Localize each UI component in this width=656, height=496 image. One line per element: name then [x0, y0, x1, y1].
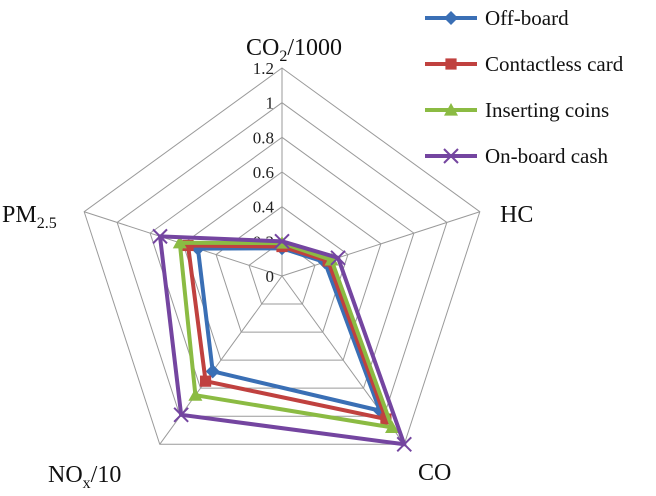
data-point: [188, 388, 203, 401]
legend-item: Off-board: [425, 6, 569, 30]
radial-tick-labels: 00.20.40.60.811.2: [253, 59, 275, 286]
legend-item: Contactless card: [425, 52, 624, 76]
tick-label: 0.6: [253, 163, 274, 182]
legend-item: Inserting coins: [425, 98, 609, 122]
data-point: [396, 436, 412, 452]
data-point: [199, 375, 212, 387]
data-point: [152, 228, 168, 245]
series-line: [177, 240, 395, 430]
axis-label-main: NO: [48, 462, 83, 488]
data-point: [380, 413, 392, 425]
legend-label: Off-board: [485, 6, 569, 30]
legend-label: Inserting coins: [485, 98, 609, 122]
axis-label: NOx/10: [48, 462, 121, 492]
axis-label-main: HC: [500, 202, 533, 228]
series-line: [186, 243, 388, 422]
axis-label: HC: [500, 202, 533, 228]
axis-label-main: PM: [2, 202, 37, 228]
data-point: [444, 103, 458, 116]
data-point: [274, 233, 290, 250]
grid-ring: [248, 240, 316, 305]
grid-spoke: [281, 211, 480, 277]
legend-label: On-board cash: [485, 144, 609, 168]
data-point: [324, 252, 339, 266]
tick-label: 0.8: [253, 128, 274, 147]
data-point: [445, 58, 457, 70]
axis-label-subscript: x: [83, 475, 91, 492]
data-point: [444, 11, 458, 25]
axis-label-subscript: 2.5: [37, 215, 57, 232]
grid-ring: [83, 67, 481, 445]
data-point: [172, 235, 187, 249]
data-point: [205, 364, 220, 379]
tick-label: 1: [266, 94, 275, 113]
series-layer: [152, 228, 412, 452]
data-point: [173, 407, 189, 423]
tick-label: 0: [266, 267, 275, 286]
axis-label: CO: [418, 460, 451, 486]
series-line: [158, 234, 407, 447]
axis-label: CO2/1000: [246, 35, 342, 65]
grid-ring: [182, 171, 382, 361]
data-point: [385, 420, 400, 434]
legend-label: Contactless card: [485, 52, 624, 76]
axis-label-subscript: 2: [279, 48, 287, 65]
axis-label-main: CO: [418, 460, 451, 486]
tick-label: 1.2: [253, 59, 274, 78]
data-point: [443, 148, 459, 164]
axis-label: PM2.5: [2, 202, 57, 232]
legend-item: On-board cash: [425, 144, 609, 168]
data-point: [182, 239, 194, 252]
series-on-board-cash: [152, 228, 412, 452]
data-point: [330, 250, 346, 266]
axis-label-main: CO: [246, 35, 279, 61]
legend: Off-board Contactless card Inserting coins…: [425, 6, 624, 168]
axis-label-suffix: /1000: [287, 35, 342, 61]
axis-label-suffix: /10: [91, 462, 122, 488]
tick-label: 0.4: [253, 198, 275, 217]
grid-ring: [116, 102, 448, 417]
